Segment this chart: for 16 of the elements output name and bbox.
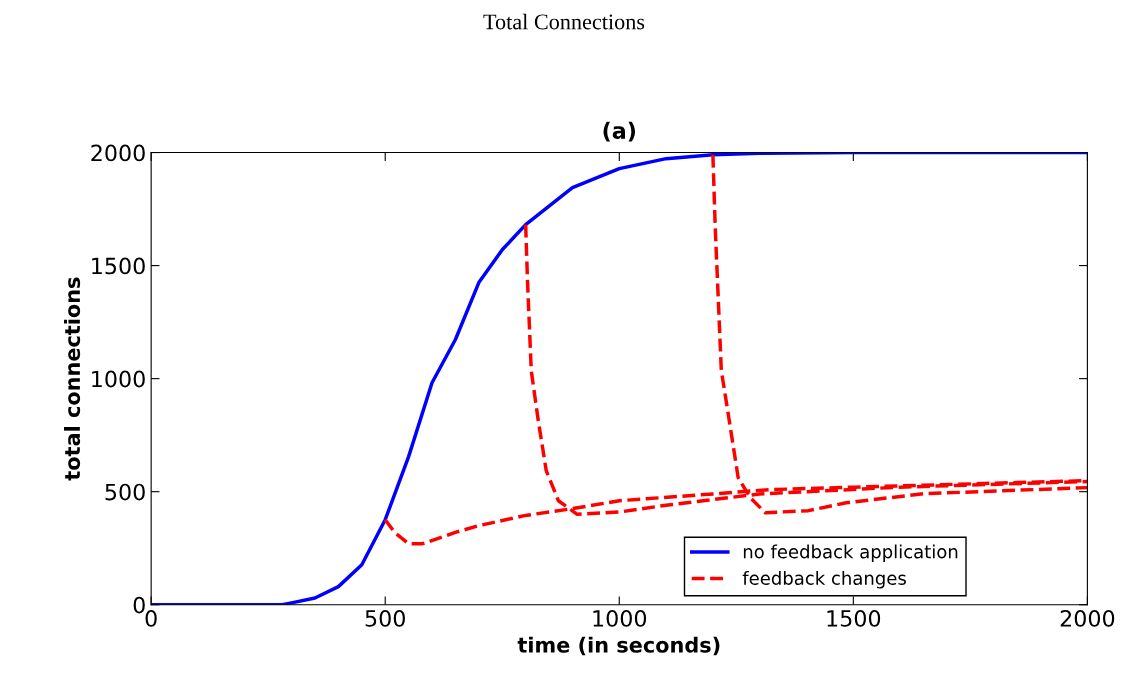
x-tick-label: 2000 [1060, 609, 1115, 627]
x-tick-label: 0 [145, 609, 157, 627]
y-tick-label: 500 [105, 483, 145, 501]
y-tick-label: 2000 [91, 144, 145, 162]
y-tick-label: 0 [133, 596, 145, 614]
x-tick-label: 1000 [593, 609, 647, 627]
chart-title: Total Connections [483, 13, 645, 30]
y-tick-label: 1500 [92, 257, 145, 275]
x-axis-title: time (in seconds) [517, 636, 720, 656]
chart-subtitle: (a) [603, 121, 636, 142]
y-tick-label: 1000 [92, 370, 145, 388]
y-axis-title: total connections [64, 277, 81, 481]
x-tick-label: 1500 [827, 609, 881, 627]
legend-label: no feedback application [743, 544, 958, 562]
x-tick-label: 500 [365, 609, 405, 627]
legend-label: feedback changes [742, 571, 906, 589]
